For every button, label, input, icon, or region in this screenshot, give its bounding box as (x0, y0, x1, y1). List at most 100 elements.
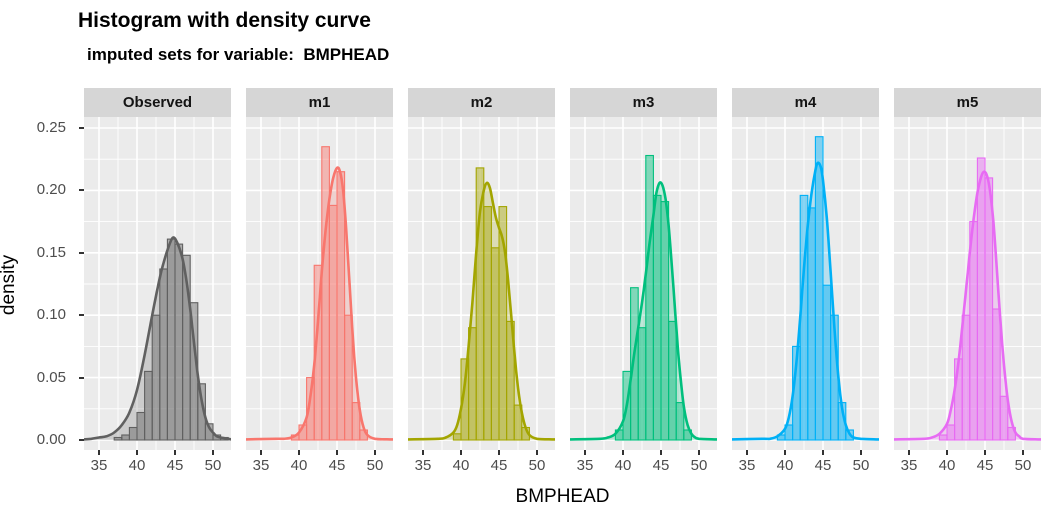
x-tick-label: 40 (614, 457, 632, 474)
density-fill (84, 237, 231, 440)
x-tick-label: 45 (328, 457, 346, 474)
y-tick-label: 0.05 (36, 368, 66, 386)
x-tick-mark (908, 450, 910, 455)
y-tick-label: 0.15 (36, 243, 66, 261)
facet-m4: m4 35 40 45 50 (732, 88, 879, 488)
panel-background (408, 117, 555, 450)
x-tick-label: 45 (490, 457, 508, 474)
facet-Observed: Observed 35 40 45 50 (84, 88, 231, 488)
x-tick-mark (622, 450, 624, 455)
y-tick-mark (79, 127, 84, 129)
x-tick-label: 50 (528, 457, 546, 474)
x-tick-mark (298, 450, 300, 455)
x-tick-mark (1022, 450, 1024, 455)
facet-panel (732, 117, 879, 450)
x-tick-mark (498, 450, 500, 455)
x-tick-label: 35 (252, 457, 270, 474)
x-tick-mark (784, 450, 786, 455)
panel-background (732, 117, 879, 450)
facet-strip-label: m3 (570, 88, 717, 117)
density-curve (408, 181, 555, 441)
x-tick-label: 50 (1014, 457, 1032, 474)
x-tick-mark (698, 450, 700, 455)
facet-m5: m5 35 40 45 50 (894, 88, 1041, 488)
y-tick-mark (79, 189, 84, 192)
x-tick-label: 40 (290, 457, 308, 474)
facet-strip-label: m1 (246, 88, 393, 117)
x-tick-label: 50 (852, 457, 870, 474)
histogram-bar (506, 320, 515, 441)
facet-m2: m2 35 40 45 50 (408, 88, 555, 488)
x-tick-label: 40 (938, 457, 956, 474)
facet-panel (408, 117, 555, 450)
histogram-bar (992, 308, 1001, 441)
density-curve (732, 161, 879, 441)
density-curve (894, 170, 1041, 441)
panel-background (246, 117, 393, 450)
x-tick-label: 45 (166, 457, 184, 474)
x-tick-label: 40 (128, 457, 146, 474)
facet-strip-label: m4 (732, 88, 879, 117)
facet-strip-label: Observed (84, 88, 231, 117)
x-tick-mark (584, 450, 586, 455)
histogram-bar (668, 320, 677, 441)
y-tick-label: 0.25 (36, 119, 66, 136)
x-tick-mark (336, 450, 338, 455)
histogram-bars (452, 167, 530, 441)
histogram-bar (675, 402, 685, 441)
chart-subtitle: imputed sets for variable: BMPHEAD (87, 45, 390, 64)
x-tick-label: 45 (814, 457, 832, 474)
x-tick-mark (460, 450, 462, 455)
x-tick-mark (660, 450, 662, 455)
x-tick-mark (374, 450, 376, 455)
facet-panel (84, 117, 231, 450)
density-fill (732, 162, 879, 440)
x-tick-label: 35 (90, 457, 108, 474)
x-tick-mark (174, 450, 176, 455)
x-tick-label: 35 (576, 457, 594, 474)
x-tick-mark (260, 450, 262, 455)
histogram-bar (351, 402, 361, 441)
y-tick-mark (79, 439, 84, 441)
density-curve (246, 166, 393, 441)
x-tick-mark (946, 450, 948, 455)
x-tick-mark (422, 450, 424, 455)
x-tick-mark (984, 450, 986, 455)
facet-m3: m3 35 40 45 50 (570, 88, 717, 488)
histogram-bars (614, 154, 692, 441)
facet-panel (570, 117, 717, 450)
x-tick-mark (746, 450, 748, 455)
density-curve (570, 181, 717, 441)
y-tick-label: 0.10 (36, 306, 66, 324)
x-tick-label: 50 (366, 457, 384, 474)
y-tick-mark (79, 376, 84, 379)
x-tick-label: 35 (900, 457, 918, 474)
x-tick-label: 45 (976, 457, 994, 474)
facet-m1: m1 35 40 45 50 (246, 88, 393, 488)
x-tick-label: 35 (414, 457, 432, 474)
x-tick-label: 50 (690, 457, 708, 474)
x-tick-mark (860, 450, 862, 455)
x-tick-mark (822, 450, 824, 455)
facet-strip-label: m5 (894, 88, 1041, 117)
density-curve (84, 236, 231, 441)
x-tick-mark (212, 450, 214, 455)
x-axis-title: BMPHEAD (515, 486, 610, 507)
x-tick-label: 40 (452, 457, 470, 474)
histogram-bars (290, 146, 368, 441)
y-tick-mark (79, 251, 84, 254)
chart-title: Histogram with density curve (78, 9, 371, 32)
y-tick-label: 0.20 (36, 181, 66, 199)
facet-panel (246, 117, 393, 450)
x-tick-label: 45 (652, 457, 670, 474)
facet-panel (894, 117, 1041, 450)
facet-strip-label: m2 (408, 88, 555, 117)
histogram-bar (344, 314, 353, 441)
x-tick-mark (536, 450, 538, 455)
histogram-bar (513, 404, 523, 441)
x-tick-mark (98, 450, 100, 455)
y-tick-label: 0.00 (36, 431, 66, 448)
y-axis-title: density (0, 254, 19, 316)
histogram-bar (197, 383, 206, 441)
